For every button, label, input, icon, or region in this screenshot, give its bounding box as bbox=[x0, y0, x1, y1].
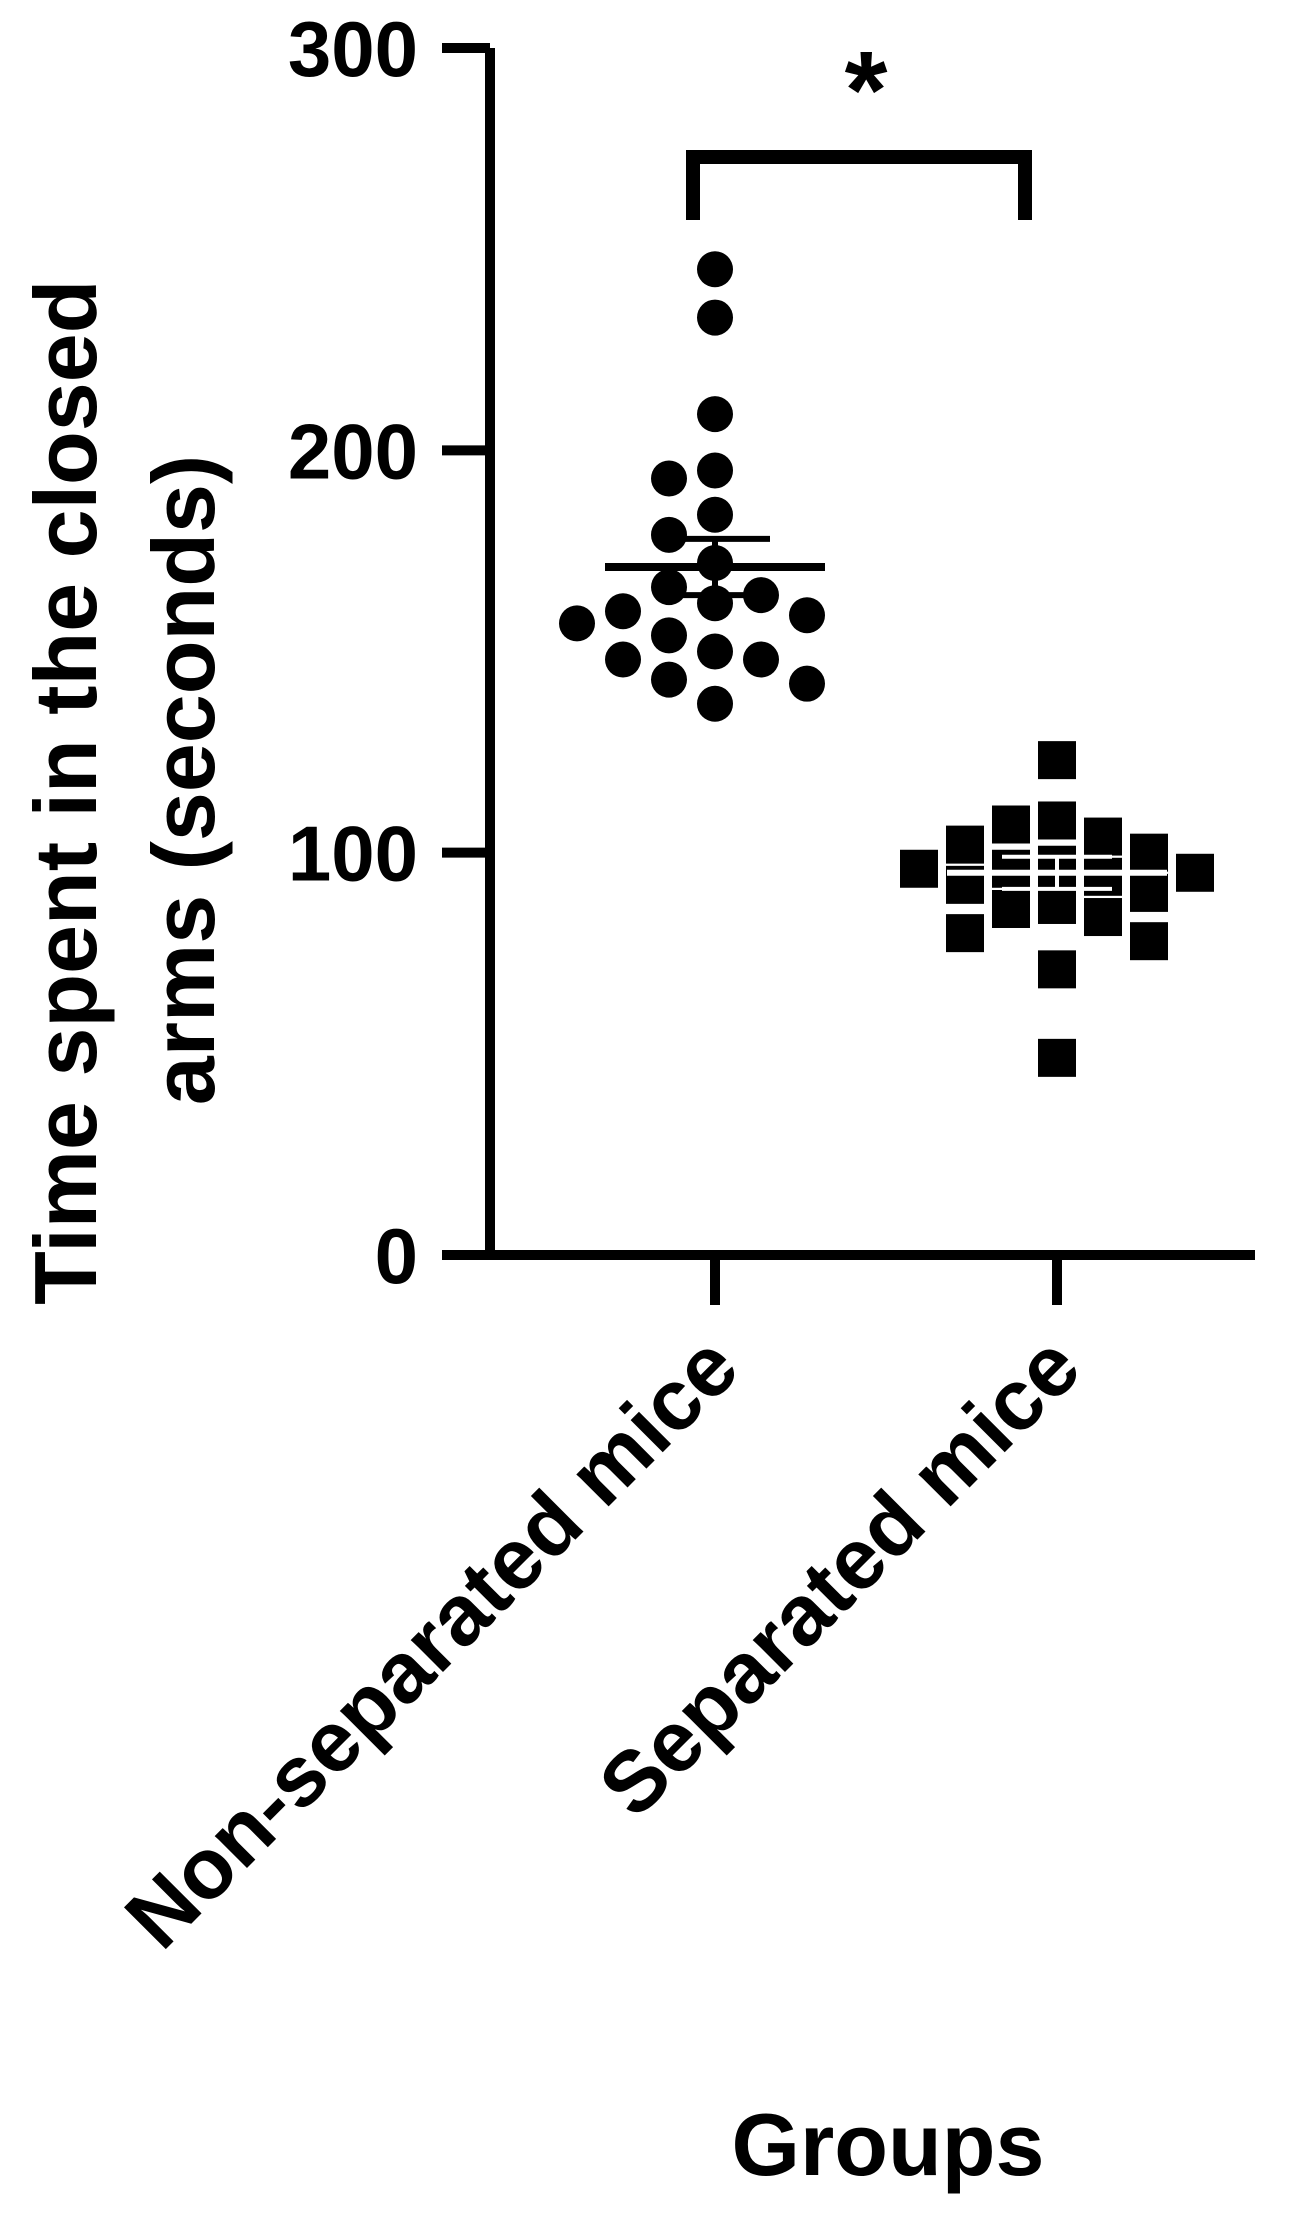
y-tick-label: 100 bbox=[288, 810, 418, 898]
data-point bbox=[946, 825, 984, 864]
bracket-line bbox=[686, 150, 1032, 220]
data-point bbox=[697, 452, 733, 489]
data-point bbox=[651, 617, 687, 654]
data-point bbox=[992, 805, 1030, 844]
data-point bbox=[697, 496, 733, 533]
data-point bbox=[743, 641, 779, 678]
data-point bbox=[1130, 833, 1168, 872]
data-point bbox=[900, 849, 938, 888]
data-point bbox=[559, 605, 595, 642]
y-tick-label: 0 bbox=[375, 1212, 418, 1300]
axes bbox=[485, 48, 1255, 1260]
data-marks bbox=[559, 251, 1214, 1077]
y-axis-title-line-1: Time spent in the closed bbox=[16, 280, 115, 1305]
data-point bbox=[789, 597, 825, 634]
data-point bbox=[1130, 922, 1168, 961]
y-axis-title-line-2: arms (seconds) bbox=[134, 455, 233, 1105]
data-point bbox=[697, 299, 733, 336]
data-point bbox=[1130, 873, 1168, 912]
y-tick-label: 300 bbox=[288, 5, 418, 93]
data-point bbox=[992, 889, 1030, 928]
data-point bbox=[651, 661, 687, 698]
data-point bbox=[1038, 950, 1076, 989]
y-ticks: 0 100 200 300 bbox=[288, 5, 490, 1300]
data-point bbox=[1176, 853, 1214, 892]
data-point bbox=[1084, 817, 1122, 856]
data-point bbox=[946, 914, 984, 953]
significance-bracket: * bbox=[686, 29, 1032, 220]
data-point bbox=[1038, 801, 1076, 840]
data-point bbox=[697, 251, 733, 288]
data-point bbox=[789, 665, 825, 702]
data-point bbox=[651, 460, 687, 497]
data-point bbox=[651, 569, 687, 606]
mean-sem-bars bbox=[605, 535, 1167, 891]
x-axis-title: Groups bbox=[732, 2095, 1045, 2194]
data-point bbox=[1084, 898, 1122, 937]
data-point bbox=[1038, 885, 1076, 924]
data-point bbox=[605, 593, 641, 630]
data-point bbox=[1038, 741, 1076, 780]
data-point bbox=[651, 516, 687, 553]
data-point bbox=[1038, 1038, 1076, 1077]
data-point bbox=[697, 685, 733, 722]
significance-label: * bbox=[845, 29, 888, 152]
y-axis-title: Time spent in the closed arms (seconds) bbox=[16, 255, 233, 1305]
data-point bbox=[697, 633, 733, 670]
y-tick-label: 200 bbox=[288, 407, 418, 495]
data-point bbox=[605, 641, 641, 678]
data-point bbox=[697, 396, 733, 433]
x-category-label: Non-separated mice bbox=[107, 1318, 756, 1967]
